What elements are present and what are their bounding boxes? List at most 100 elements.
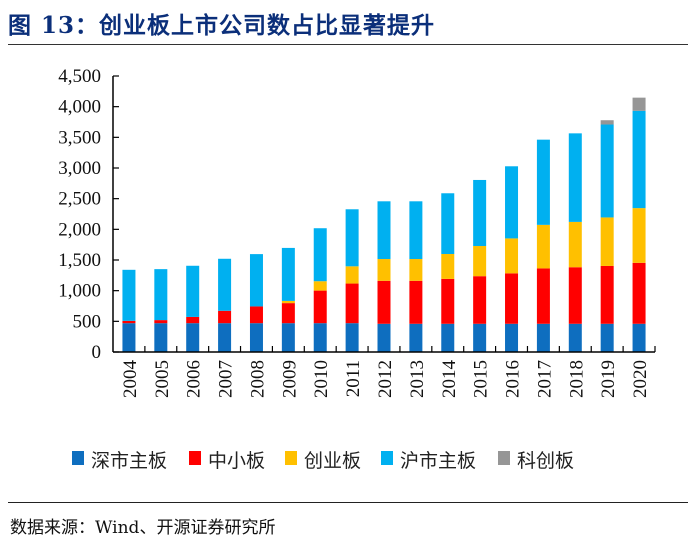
bar-segment-2014-3 xyxy=(441,193,455,254)
bar-segment-2015-0 xyxy=(473,323,487,352)
bar-segment-2019-0 xyxy=(600,323,614,352)
bar-segment-2020-4 xyxy=(632,97,646,111)
bar-segment-2007-3 xyxy=(218,258,232,311)
legend-label: 沪市主板 xyxy=(400,450,476,472)
bar-segment-2017-1 xyxy=(536,268,550,324)
title-divider xyxy=(8,44,688,45)
y-tick-label: 2,500 xyxy=(58,189,101,210)
bar-segment-2014-0 xyxy=(441,323,455,352)
bar-segment-2012-1 xyxy=(377,280,391,324)
bar-segment-2013-0 xyxy=(409,323,423,352)
bar-segment-2020-0 xyxy=(632,323,646,352)
x-tick-label: 2019 xyxy=(598,360,619,398)
bar-segment-2016-1 xyxy=(505,273,519,324)
x-tick-label: 2017 xyxy=(534,360,555,398)
x-tick-label: 2010 xyxy=(311,360,332,398)
bar-segment-2017-0 xyxy=(536,323,550,352)
x-tick-label: 2005 xyxy=(152,360,173,398)
bar-segment-2014-1 xyxy=(441,278,455,324)
bar-segment-2011-0 xyxy=(345,323,359,352)
bar-segment-2005-3 xyxy=(154,269,168,321)
bar-segment-2009-3 xyxy=(281,247,295,301)
bar-segment-2009-1 xyxy=(281,303,295,324)
bar-segment-2010-0 xyxy=(313,323,327,352)
bar-segment-2012-0 xyxy=(377,323,391,352)
legend-swatch-2 xyxy=(285,451,297,465)
bar-segment-2018-0 xyxy=(568,323,582,352)
y-tick-label: 1,500 xyxy=(58,250,101,271)
y-tick-label: 0 xyxy=(92,342,102,363)
x-tick-label: 2013 xyxy=(407,360,428,398)
bar-segment-2004-1 xyxy=(122,320,136,324)
legend-label: 中小板 xyxy=(208,450,265,472)
bar-segment-2015-2 xyxy=(473,246,487,277)
legend-label: 深市主板 xyxy=(91,450,167,472)
x-tick-label: 2008 xyxy=(247,360,268,398)
source-divider xyxy=(8,502,688,503)
bar-segment-2012-3 xyxy=(377,201,391,260)
bar-segment-2019-1 xyxy=(600,265,614,324)
bar-segment-2010-3 xyxy=(313,228,327,282)
legend-swatch-0 xyxy=(72,451,84,465)
y-tick-label: 4,500 xyxy=(58,66,101,87)
bar-segment-2019-2 xyxy=(600,217,614,266)
x-tick-label: 2018 xyxy=(566,360,587,398)
x-tick-label: 2006 xyxy=(184,360,205,398)
y-tick-label: 2,000 xyxy=(58,219,101,240)
bar-segment-2018-2 xyxy=(568,221,582,268)
axes-group: 2004 2005 2006 2007 2008 2009 2010 2011 2012 2013… xyxy=(58,66,656,398)
bar-segment-2020-3 xyxy=(632,110,646,209)
y-tick-label: 3,000 xyxy=(58,158,101,179)
legend-label: 科创板 xyxy=(517,450,574,472)
bar-segment-2008-0 xyxy=(249,323,263,352)
bar-segment-2011-1 xyxy=(345,283,359,324)
x-tick-label: 2012 xyxy=(375,360,396,398)
legend-swatch-3 xyxy=(381,451,393,465)
figure-title: 图 13：创业板上市公司数占比显著提升 xyxy=(8,12,436,39)
x-tick-label: 2020 xyxy=(630,360,651,398)
x-tick-label: 2007 xyxy=(216,360,237,398)
bar-segment-2016-3 xyxy=(505,166,519,239)
bar-segment-2007-1 xyxy=(218,310,232,324)
bar-segment-2013-2 xyxy=(409,259,423,281)
x-tick-label: 2015 xyxy=(471,360,492,398)
bar-segment-2004-3 xyxy=(122,269,136,321)
bar-segment-2011-2 xyxy=(345,266,359,284)
data-source-note: 数据来源：Wind、开源证券研究所 xyxy=(10,518,276,538)
bar-segment-2004-0 xyxy=(122,323,136,352)
bar-segment-2013-1 xyxy=(409,280,423,324)
bar-segment-2018-3 xyxy=(568,133,582,222)
bar-segment-2005-0 xyxy=(154,323,168,352)
bar-segment-2019-3 xyxy=(600,124,614,218)
x-tick-label: 2009 xyxy=(279,360,300,398)
bars-group xyxy=(122,97,646,352)
bar-segment-2015-1 xyxy=(473,276,487,324)
bar-segment-2020-1 xyxy=(632,262,646,324)
bar-segment-2008-3 xyxy=(249,254,263,307)
bar-segment-2006-1 xyxy=(186,316,200,324)
y-tick-label: 1,000 xyxy=(58,281,101,302)
y-tick-label: 500 xyxy=(73,311,102,332)
legend-swatch-4 xyxy=(498,451,510,465)
bar-segment-2008-1 xyxy=(249,306,263,324)
bar-segment-2019-4 xyxy=(600,120,614,125)
bar-segment-2010-2 xyxy=(313,281,327,291)
bar-segment-2010-1 xyxy=(313,290,327,324)
bar-segment-2009-2 xyxy=(281,300,295,304)
bar-segment-2018-1 xyxy=(568,267,582,324)
bar-segment-2014-2 xyxy=(441,253,455,279)
bar-segment-2007-0 xyxy=(218,323,232,352)
legend-swatch-1 xyxy=(189,451,201,465)
bar-segment-2005-1 xyxy=(154,320,168,324)
bar-segment-2020-2 xyxy=(632,208,646,263)
bar-segment-2016-2 xyxy=(505,238,519,274)
stacked-bar-chart: 2004 2005 2006 2007 2008 2009 2010 2011 2012 2013… xyxy=(58,66,656,472)
bar-segment-2017-3 xyxy=(536,139,550,225)
bar-segment-2013-3 xyxy=(409,201,423,260)
legend: 深市主板 中小板 创业板 沪市主板 科创板 xyxy=(72,450,574,472)
y-tick-label: 3,500 xyxy=(58,127,101,148)
bar-segment-2006-0 xyxy=(186,323,200,352)
x-tick-label: 2011 xyxy=(343,360,364,397)
bar-segment-2009-0 xyxy=(281,323,295,352)
bar-segment-2006-3 xyxy=(186,265,200,317)
